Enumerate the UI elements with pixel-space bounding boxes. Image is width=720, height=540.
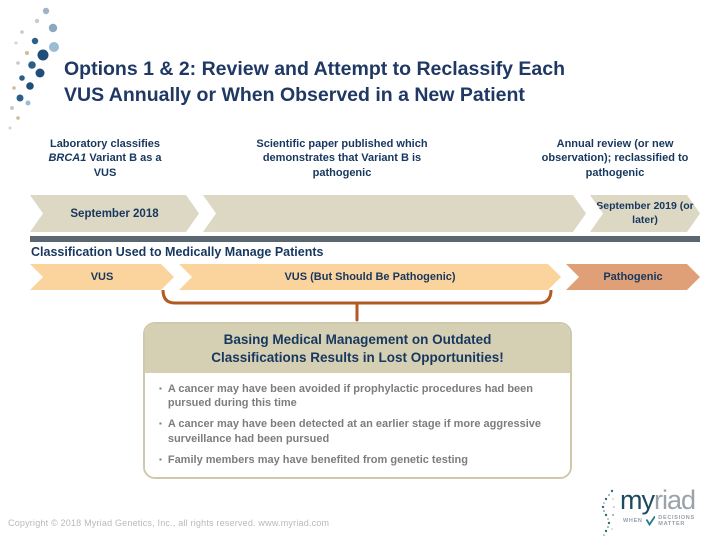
dna-dots-decoration — [8, 7, 59, 130]
list-item: ▪ Family members may have benefited from… — [157, 453, 562, 467]
event-text-pre: Laboratory classifies — [49, 138, 161, 150]
lost-opportunities-callout: Basing Medical Management on Outdated Cl… — [143, 322, 572, 480]
list-item: ▪ A cancer may have been detected at an … — [157, 417, 562, 446]
page-title-line1: Options 1 & 2: Review and Attempt to Rec… — [64, 58, 565, 80]
timeline-segment-sept-2019: September 2019 (or later) — [590, 195, 700, 232]
section-divider — [30, 236, 700, 242]
timeline-event-lab-classifies: Laboratory classifies BRCA1 Variant B as… — [38, 137, 172, 180]
bullet-icon: ▪ — [159, 419, 162, 429]
tagline-decisions-matter: DECISIONS MATTER — [658, 515, 695, 527]
bullet-text: Family members may have benefited from g… — [167, 453, 468, 466]
callout-body: ▪ A cancer may have been avoided if prop… — [145, 372, 570, 478]
myriad-logo: myriad WHEN DECISIONS MATTER — [600, 487, 716, 537]
timeline-event-annual-review: Annual review (or new observation); recl… — [541, 138, 689, 179]
classification-segment-label: VUS (But Should Be Pathogenic) — [284, 271, 456, 283]
bullet-text: A cancer may have been detected at an ea… — [167, 418, 542, 445]
classification-segment-pathogenic: Pathogenic — [566, 264, 700, 290]
timeline-segment-label: September 2018 — [70, 207, 159, 220]
classification-segment-vus: VUS — [30, 264, 174, 290]
timeline-event-paper-published: Scientific paper published which demonst… — [256, 138, 428, 179]
tagline-when: WHEN — [623, 518, 643, 524]
wordmark-my: my — [620, 485, 655, 515]
myriad-wordmark: myriad WHEN DECISIONS MATTER — [620, 485, 716, 528]
wordmark-riad: riad — [654, 485, 696, 515]
page-title: Options 1 & 2: Review and Attempt to Rec… — [64, 56, 684, 108]
gene-name: BRCA1 — [48, 152, 87, 165]
timeline-segment-sept-2018: September 2018 — [30, 195, 199, 232]
bracket-brace — [161, 290, 553, 322]
logo-tagline: WHEN DECISIONS MATTER — [623, 515, 716, 527]
classification-heading: Classification Used to Medically Manage … — [31, 245, 324, 259]
bullet-text: A cancer may have been avoided if prophy… — [167, 382, 534, 409]
bullet-icon: ▪ — [159, 383, 162, 393]
copyright-notice: Copyright © 2018 Myriad Genetics, Inc., … — [8, 518, 330, 528]
page-title-line2: VUS Annually or When Observed in a New P… — [64, 84, 525, 107]
callout-heading-line2: Classifications Results in Lost Opportun… — [211, 349, 504, 365]
classification-segment-vus-should-be-pathogenic: VUS (But Should Be Pathogenic) — [179, 264, 561, 290]
callout-header: Basing Medical Management on Outdated Cl… — [145, 324, 570, 373]
check-swoosh-icon — [645, 516, 656, 526]
timeline-segment-label: September 2019 (or later) — [596, 200, 694, 226]
timeline-segment-middle — [203, 195, 586, 232]
classification-segment-label: VUS — [90, 271, 114, 283]
dna-helix-icon — [601, 489, 615, 536]
event-text-post: Variant B as a VUS — [86, 152, 162, 179]
list-item: ▪ A cancer may have been avoided if prop… — [157, 382, 562, 411]
classification-segment-label: Pathogenic — [603, 271, 663, 283]
callout-heading-line1: Basing Medical Management on Outdated — [223, 332, 492, 347]
bullet-icon: ▪ — [159, 454, 162, 464]
